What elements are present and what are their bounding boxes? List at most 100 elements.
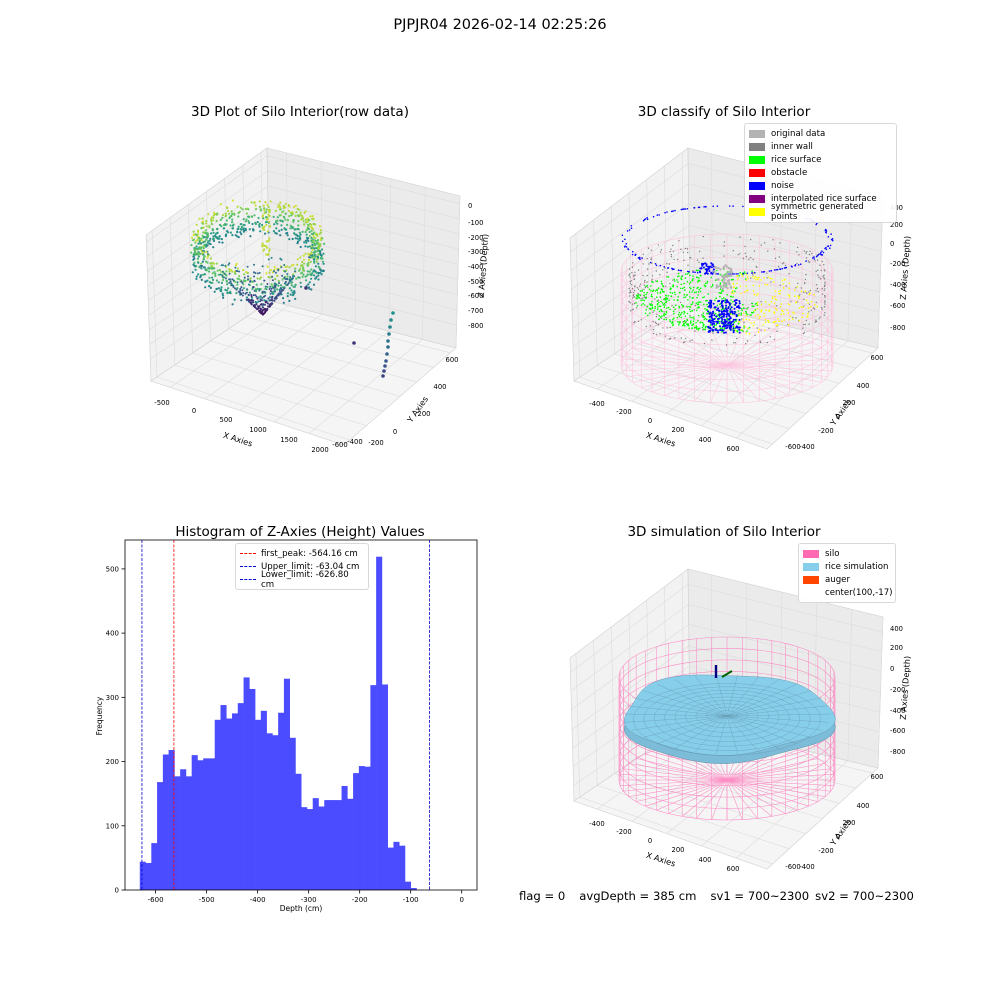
histogram-bar bbox=[255, 719, 262, 890]
histogram-bar bbox=[208, 758, 216, 890]
legend-label: auger bbox=[825, 574, 850, 585]
histogram-bar bbox=[353, 773, 360, 890]
histogram-bar bbox=[278, 712, 285, 890]
y-tick-label: 400 bbox=[106, 630, 119, 638]
y-tick-label: 200 bbox=[106, 758, 119, 766]
classify-legend: original data inner wall rice surface obsta… bbox=[744, 123, 897, 223]
histogram-bar bbox=[364, 766, 371, 890]
histogram-bar bbox=[358, 766, 365, 890]
status-avg-depth: avgDepth = 385 cm bbox=[579, 889, 697, 903]
legend-swatch bbox=[749, 155, 765, 164]
histogram-title: Histogram of Z-Axies (Height) Values bbox=[175, 524, 424, 540]
histogram-bar bbox=[145, 863, 152, 890]
legend-label: interpolated rice surface bbox=[771, 194, 877, 205]
histogram-bar bbox=[249, 688, 256, 890]
histogram-bar bbox=[301, 807, 308, 890]
histogram-bar bbox=[260, 710, 267, 890]
raw-plot-title: 3D Plot of Silo Interior(row data) bbox=[191, 104, 409, 120]
histogram-bar bbox=[272, 735, 279, 890]
classify-plot-title: 3D classify of Silo Interior bbox=[637, 104, 811, 120]
histogram-bar bbox=[180, 769, 187, 890]
histogram-bar bbox=[157, 782, 164, 890]
histogram-bar bbox=[203, 758, 210, 890]
histogram-bar bbox=[295, 773, 302, 890]
histogram-bar bbox=[289, 737, 296, 890]
histogram-bar bbox=[168, 750, 175, 890]
histogram-bar bbox=[151, 843, 158, 890]
legend-label: Lower_limit: -626.80 cm bbox=[261, 569, 349, 590]
legend-item: inner wall bbox=[749, 140, 892, 153]
x-tick-label: 0 bbox=[459, 896, 463, 904]
histogram-bar bbox=[243, 677, 250, 890]
status-line: flag = 0 avgDepth = 385 cm sv1 = 700~2300 s… bbox=[519, 889, 928, 903]
y-tick-label: 0 bbox=[115, 887, 119, 895]
legend-line bbox=[240, 579, 256, 581]
legend-label: rice surface bbox=[771, 154, 822, 165]
histogram-bar bbox=[347, 798, 354, 890]
histogram-bar bbox=[174, 776, 181, 890]
legend-label: noise bbox=[771, 180, 794, 191]
histogram-bar bbox=[410, 888, 417, 890]
x-tick-label: -400 bbox=[250, 896, 266, 904]
histogram-bar bbox=[387, 847, 394, 890]
histogram-bar bbox=[404, 881, 412, 890]
simulation-plot-title: 3D simulation of Silo Interior bbox=[627, 524, 821, 540]
legend-item: rice surface bbox=[749, 153, 892, 166]
legend-item: obstacle bbox=[749, 166, 892, 179]
histogram-bar bbox=[381, 684, 388, 890]
legend-swatch bbox=[749, 195, 765, 204]
legend-label: Upper_limit: -63.04 cm bbox=[261, 561, 360, 572]
status-flag: flag = 0 bbox=[519, 889, 566, 903]
legend-swatch bbox=[749, 181, 765, 190]
histogram-bar bbox=[191, 755, 198, 890]
histogram-bar bbox=[214, 719, 221, 890]
y-tick-label: 500 bbox=[106, 565, 119, 573]
legend-line bbox=[240, 553, 256, 555]
legend-item: Lower_limit: -626.80 cm bbox=[240, 570, 364, 590]
legend-swatch bbox=[749, 208, 765, 217]
legend-swatch bbox=[749, 129, 765, 138]
histogram-bar bbox=[324, 800, 331, 890]
histogram-bars bbox=[139, 556, 417, 890]
histogram-bar bbox=[220, 705, 227, 890]
legend-item: symmetric generated points bbox=[749, 202, 892, 222]
histogram-bar bbox=[335, 800, 342, 890]
legend-item: noise bbox=[749, 179, 892, 192]
histogram-bar bbox=[376, 556, 383, 890]
histogram-bar bbox=[306, 809, 314, 890]
legend-item: silo bbox=[803, 547, 891, 560]
histogram-bar bbox=[370, 685, 377, 890]
histogram-bar bbox=[341, 785, 348, 890]
legend-item: Upper_limit: -63.04 cm bbox=[240, 560, 364, 573]
legend-item: center(100,-17) bbox=[803, 586, 893, 599]
histogram-bar bbox=[283, 678, 290, 890]
simulation-legend: silo rice simulation auger center(100,-17) bbox=[798, 543, 896, 604]
histogram-bar bbox=[232, 713, 239, 890]
x-tick-label: -500 bbox=[199, 896, 215, 904]
histogram-bar bbox=[162, 754, 169, 890]
status-sv2: sv2 = 700~2300 bbox=[815, 889, 914, 903]
histogram-bar bbox=[399, 845, 406, 890]
legend-swatch bbox=[803, 575, 819, 584]
histogram-x-label: Depth (cm) bbox=[280, 904, 323, 913]
legend-label: symmetric generated points bbox=[771, 202, 864, 223]
histogram-bar bbox=[185, 776, 192, 890]
histogram-bar bbox=[393, 841, 400, 890]
histogram-bar bbox=[266, 733, 273, 890]
histogram-bar bbox=[197, 760, 204, 890]
legend-label: original data bbox=[771, 128, 826, 139]
x-tick-label: -300 bbox=[301, 896, 317, 904]
legend-item: first_peak: -564.16 cm bbox=[240, 547, 364, 560]
x-tick-label: -100 bbox=[403, 896, 419, 904]
legend-label: center(100,-17) bbox=[825, 587, 893, 598]
legend-item: interpolated rice surface bbox=[749, 192, 892, 205]
histogram-bar bbox=[330, 800, 337, 890]
legend-label: obstacle bbox=[771, 167, 808, 178]
legend-item: rice simulation bbox=[803, 560, 891, 573]
y-tick-label: 300 bbox=[106, 694, 119, 702]
x-tick-label: -600 bbox=[148, 896, 164, 904]
legend-item: original data bbox=[749, 127, 892, 140]
legend-swatch bbox=[803, 562, 819, 571]
histogram-frame bbox=[124, 539, 478, 891]
